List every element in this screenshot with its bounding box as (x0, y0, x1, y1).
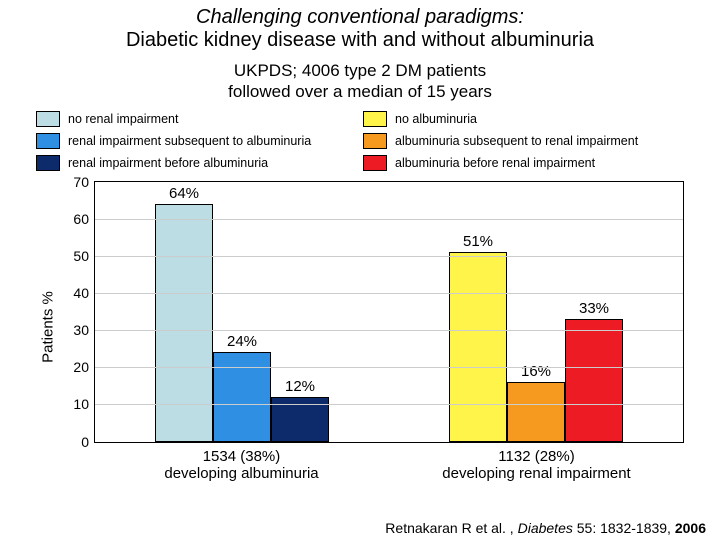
swatch-icon (36, 155, 60, 171)
subtitle-block: UKPDS; 4006 type 2 DM patients followed … (0, 54, 720, 109)
legend-label: no renal impairment (68, 112, 178, 126)
title-block: Challenging conventional paradigms: Diab… (0, 0, 720, 54)
legend-item: albuminuria subsequent to renal impairme… (363, 133, 690, 149)
subtitle-line-1: UKPDS; 4006 type 2 DM patients (0, 60, 720, 81)
chart: Patients % 64%24%12%51%16%33% 0102030405… (70, 177, 690, 477)
y-tick-label: 0 (81, 434, 95, 450)
y-tick-label: 30 (73, 322, 95, 338)
legend-item: no albuminuria (363, 111, 690, 127)
bar-value-label: 12% (285, 378, 315, 395)
gridline (95, 256, 683, 257)
title-line-1: Challenging conventional paradigms: (10, 6, 710, 29)
gridline (95, 367, 683, 368)
title-line-2: Diabetic kidney disease with and without… (10, 29, 710, 52)
y-tick-label: 70 (73, 174, 95, 190)
y-tick-label: 40 (73, 285, 95, 301)
bar-group: 64%24%12% (95, 182, 389, 442)
gridline (95, 293, 683, 294)
legend-label: albuminuria before renal impairment (395, 156, 595, 170)
bar-value-label: 16% (521, 363, 551, 380)
swatch-icon (36, 111, 60, 127)
y-tick-label: 20 (73, 359, 95, 375)
gridline (95, 219, 683, 220)
legend-item: no renal impairment (36, 111, 363, 127)
y-tick-label: 60 (73, 211, 95, 227)
y-axis-label: Patients % (39, 291, 56, 363)
swatch-icon (363, 133, 387, 149)
swatch-icon (363, 111, 387, 127)
legend-item: renal impairment subsequent to albuminur… (36, 133, 363, 149)
bar-value-label: 24% (227, 333, 257, 350)
legend-label: no albuminuria (395, 112, 477, 126)
legend-row: no renal impairment no albuminuria (36, 111, 690, 127)
bar: 51% (449, 252, 507, 441)
bar-group: 51%16%33% (389, 182, 683, 442)
swatch-icon (36, 133, 60, 149)
citation-text: Retnakaran R et al. , Diabetes 55: 1832-… (385, 520, 706, 536)
bar-value-label: 51% (463, 233, 493, 250)
legend-label: albuminuria subsequent to renal impairme… (395, 134, 638, 148)
bar: 16% (507, 382, 565, 441)
subtitle-line-2: followed over a median of 15 years (0, 81, 720, 102)
legend-item: albuminuria before renal impairment (363, 155, 690, 171)
x-tick-label: 1534 (38%)developing albuminuria (94, 448, 389, 483)
legend-row: renal impairment subsequent to albuminur… (36, 133, 690, 149)
legend-item: renal impairment before albuminuria (36, 155, 363, 171)
gridline (95, 404, 683, 405)
x-labels: 1534 (38%)developing albuminuria1132 (28… (94, 448, 684, 483)
bar-value-label: 33% (579, 300, 609, 317)
bar-value-label: 64% (169, 185, 199, 202)
legend-row: renal impairment before albuminuria albu… (36, 155, 690, 171)
x-tick-label: 1132 (28%)developing renal impairment (389, 448, 684, 483)
swatch-icon (363, 155, 387, 171)
plot-area: 64%24%12%51%16%33% 010203040506070 (94, 181, 684, 443)
legend-label: renal impairment subsequent to albuminur… (68, 134, 311, 148)
legend: no renal impairment no albuminuria renal… (0, 109, 720, 177)
bar: 24% (213, 352, 271, 441)
legend-label: renal impairment before albuminuria (68, 156, 268, 170)
bar: 33% (565, 319, 623, 442)
y-tick-label: 10 (73, 396, 95, 412)
citation: Retnakaran R et al. , Diabetes 55: 1832-… (385, 520, 706, 536)
gridline (95, 330, 683, 331)
bar: 64% (155, 204, 213, 442)
bars-area: 64%24%12%51%16%33% (95, 182, 683, 442)
y-tick-label: 50 (73, 248, 95, 264)
